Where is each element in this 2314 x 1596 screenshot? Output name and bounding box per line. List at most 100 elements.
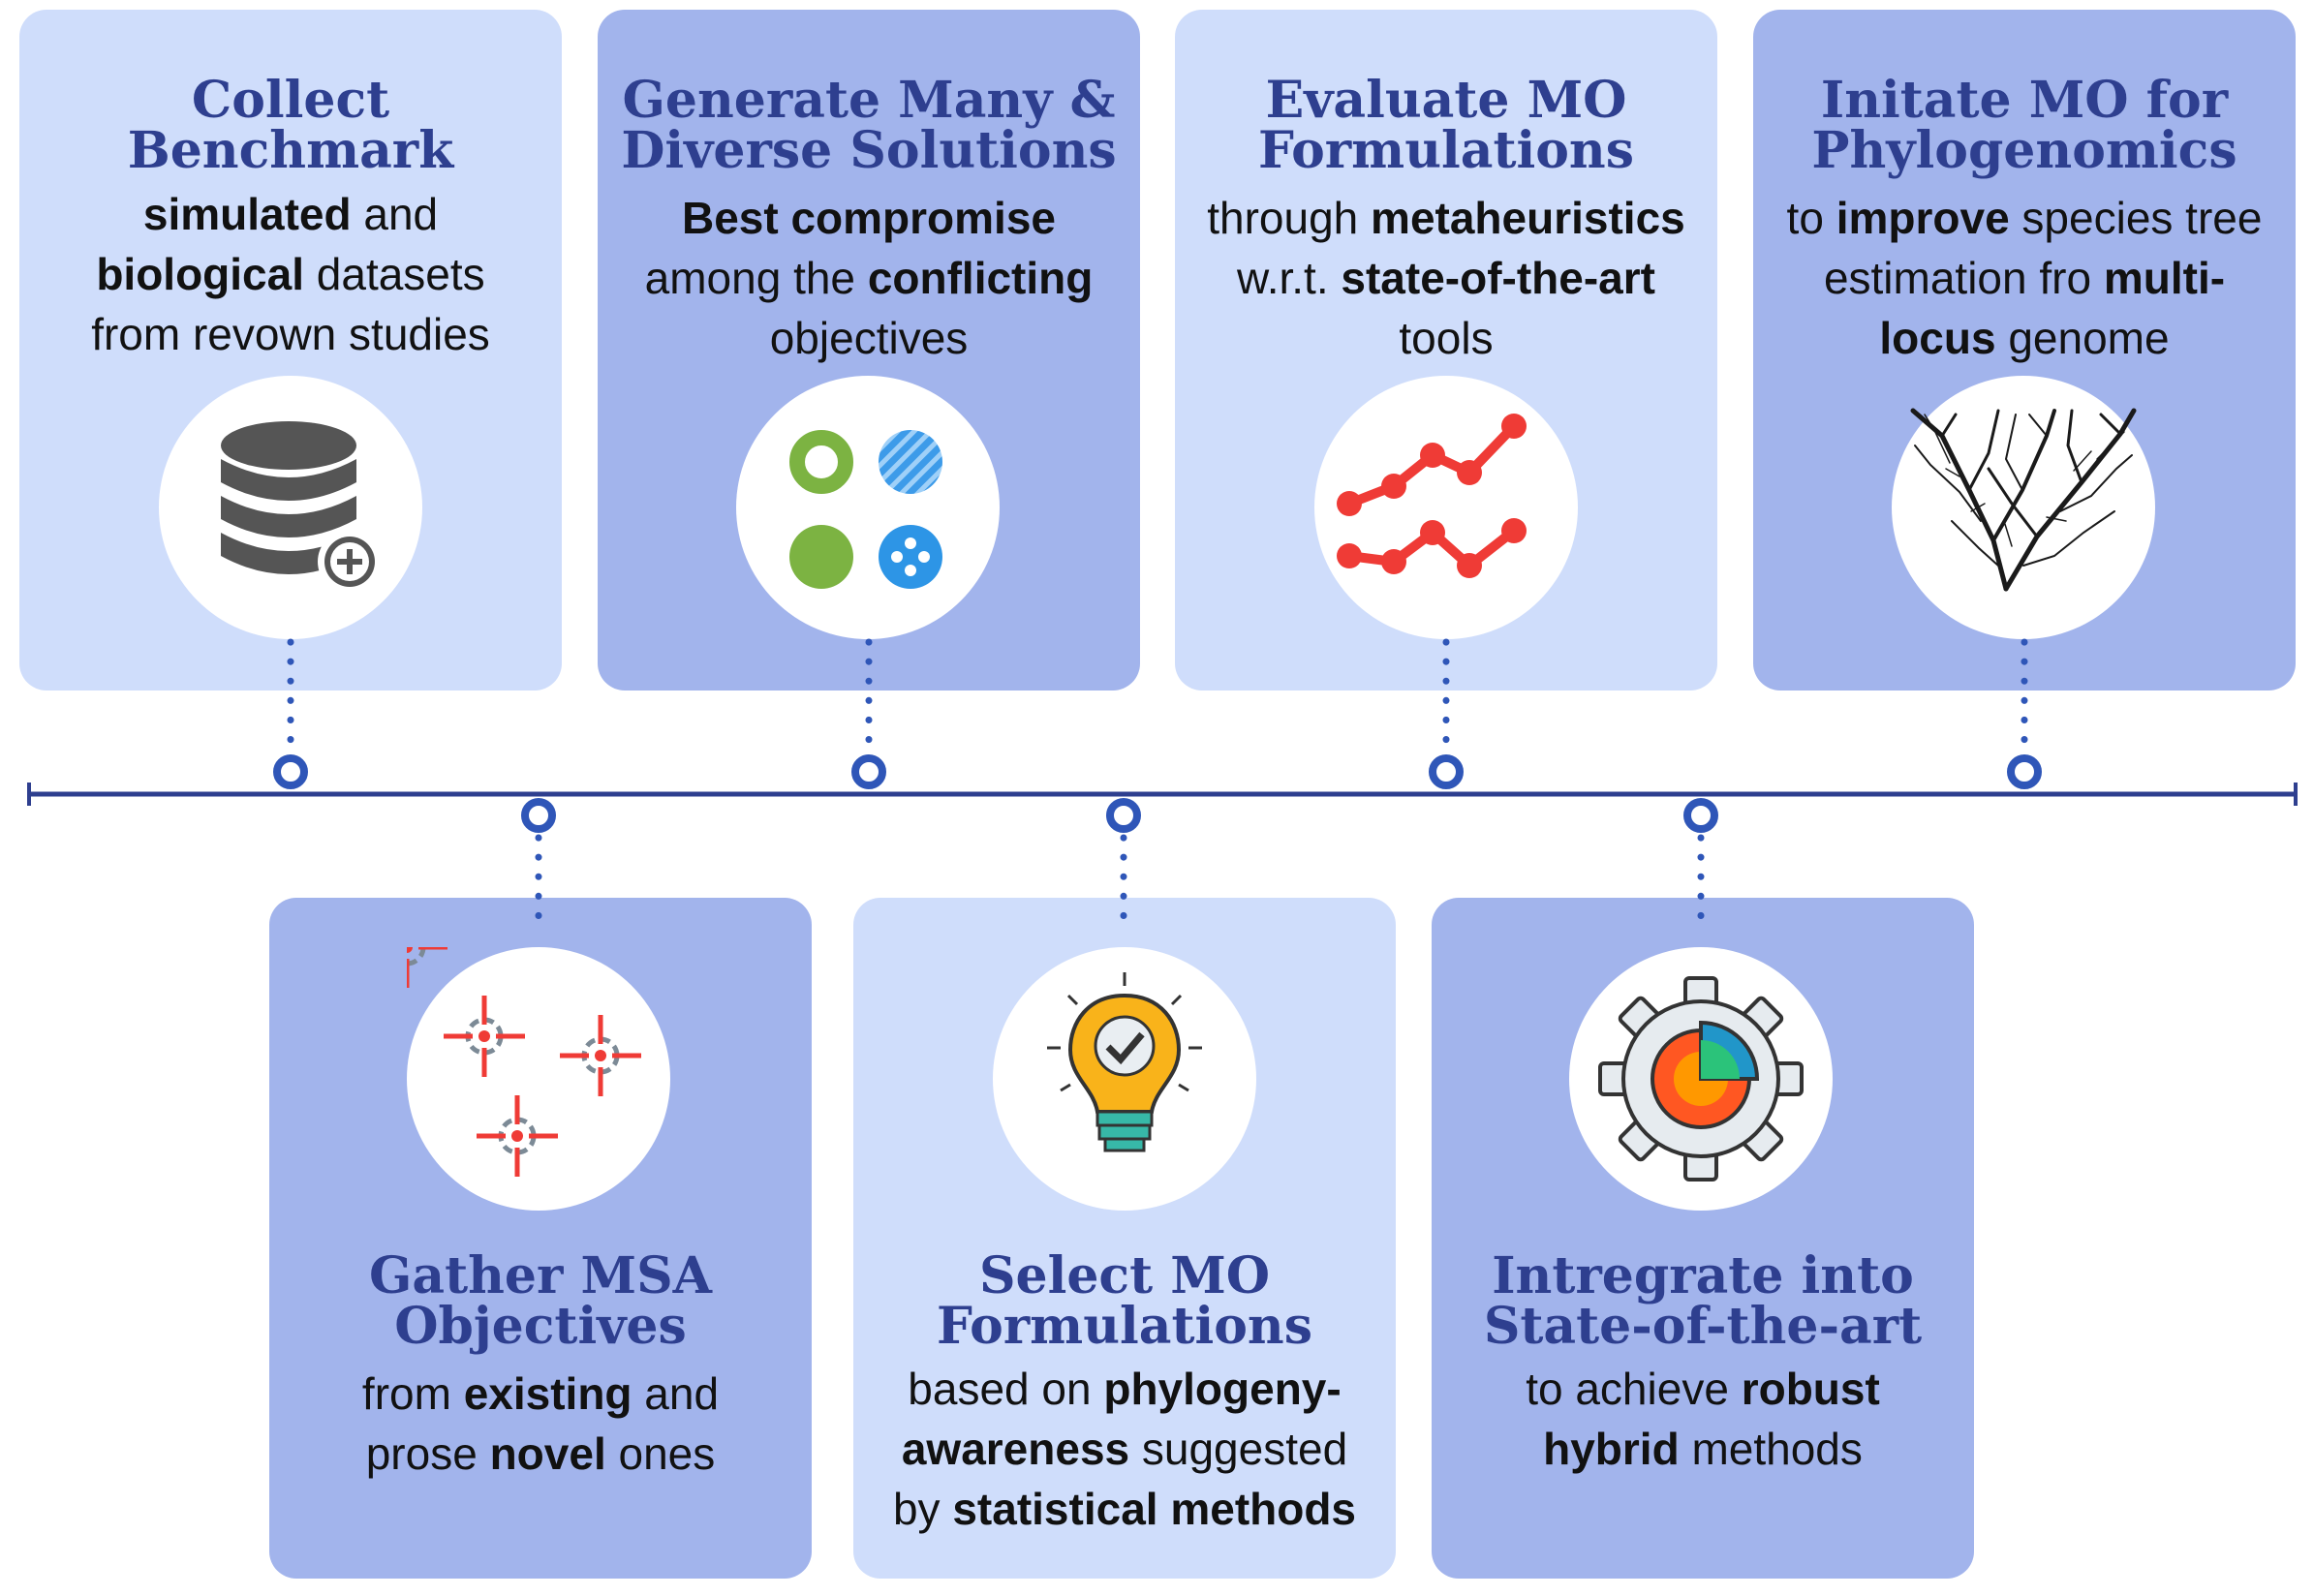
emphasis-text: improve [1836, 193, 2010, 243]
description-text: suggested [1129, 1424, 1348, 1474]
step-title-line: Initate MO for [1820, 71, 2229, 130]
step-title-line: Evaluate MO [1265, 71, 1627, 130]
diverse-circles-icon [789, 430, 942, 589]
description-line: from existing and [279, 1364, 802, 1424]
emphasis-text: phylogeny- [1103, 1364, 1342, 1414]
emphasis-text: statistical methods [952, 1484, 1357, 1534]
step-title: Select MO Formulations [853, 1251, 1396, 1352]
description-line: prose novel ones [279, 1424, 802, 1484]
step-title: Gather MSA Objectives [269, 1251, 812, 1352]
step-title-line: Benchmark [127, 121, 454, 180]
step-description: to improve species tree estimation fro mu… [1763, 188, 2286, 368]
icon-circle [736, 376, 1000, 639]
description-line: w.r.t. state-of-the-art [1185, 248, 1708, 308]
emphasis-text: awareness [901, 1424, 1130, 1474]
description-line: among the conflicting [607, 248, 1130, 308]
description-text: to [1786, 193, 1836, 243]
timeline-marker [1683, 798, 1718, 833]
description-text: from [361, 1368, 464, 1419]
step-title-line: Formulations [1258, 121, 1634, 180]
step-card-select-formulations: Select MO Formulations based on phylogen… [853, 898, 1396, 1579]
description-line: locus genome [1763, 308, 2286, 368]
step-card-integrate: Intregrate into State-of-the-art to achi… [1432, 898, 1974, 1579]
line-chart-icon [1337, 414, 1527, 578]
gear-pie-chart-icon [1598, 976, 1804, 1182]
description-line: simulated and [29, 184, 552, 244]
description-line: to achieve robust [1441, 1359, 1964, 1419]
step-title-line: Formulations [937, 1297, 1312, 1356]
step-title: Collect Benchmark [19, 76, 562, 176]
description-text: estimation fro [1823, 253, 2104, 303]
description-text: tools [1399, 313, 1494, 363]
timeline-marker [851, 754, 886, 789]
timeline-marker [2007, 754, 2042, 789]
crosshair-targets-icon [407, 947, 670, 1211]
description-text: based on [908, 1364, 1104, 1414]
step-title-line: State-of-the-art [1483, 1297, 1923, 1356]
description-text: prose [365, 1428, 490, 1479]
timeline-marker [273, 754, 308, 789]
description-text: among the [644, 253, 868, 303]
description-text: to achieve [1526, 1364, 1742, 1414]
lightbulb-check-icon [1047, 972, 1202, 1152]
emphasis-text: biological [96, 249, 304, 299]
step-card-evaluate-formulations: Evaluate MO Formulations through metaheu… [1175, 10, 1717, 691]
step-title-line: Select MO [978, 1246, 1271, 1305]
step-title: Generate Many & Diverse Solutions [598, 76, 1140, 176]
description-text: by [892, 1484, 953, 1534]
description-text: through [1207, 193, 1372, 243]
step-title-line: Collect [191, 71, 390, 130]
icon-circle [1569, 947, 1833, 1211]
description-text: and [351, 189, 439, 239]
icon-circle [159, 376, 422, 639]
step-card-collect-benchmark: Collect Benchmark simulated and biologica… [19, 10, 562, 691]
icon-circle [407, 947, 670, 1211]
description-text: w.r.t. [1237, 253, 1342, 303]
emphasis-text: metaheuristics [1371, 193, 1685, 243]
icon-circle [1314, 376, 1578, 639]
step-title-line: Diverse Solutions [621, 121, 1117, 180]
emphasis-text: robust [1741, 1364, 1880, 1414]
emphasis-text: simulated [142, 189, 352, 239]
description-line: by statistical methods [863, 1479, 1386, 1539]
emphasis-text: state-of-the-art [1341, 253, 1655, 303]
description-text: from revown studies [91, 309, 490, 359]
description-line: estimation fro multi- [1763, 248, 2286, 308]
description-line: awareness suggested [863, 1419, 1386, 1479]
description-line: based on phylogeny- [863, 1359, 1386, 1419]
description-line: hybrid methods [1441, 1419, 1964, 1479]
description-text: and [632, 1368, 720, 1419]
step-title: Intregrate into State-of-the-art [1432, 1251, 1974, 1352]
description-line: from revown studies [29, 304, 552, 364]
description-line: biological datasets [29, 244, 552, 304]
emphasis-text: existing [463, 1368, 632, 1419]
step-description: based on phylogeny-awareness suggested by… [863, 1359, 1386, 1539]
step-description: simulated and biological datasets from rev… [29, 184, 552, 364]
icon-circle [1892, 376, 2155, 639]
description-text: datasets [304, 249, 485, 299]
icon-circle [993, 947, 1256, 1211]
step-description: to achieve robust hybrid methods [1441, 1359, 1964, 1479]
timeline-marker [1429, 754, 1464, 789]
emphasis-text: multi- [2103, 253, 2226, 303]
description-text: species tree [2009, 193, 2263, 243]
database-plus-icon [221, 421, 382, 594]
timeline-marker [1106, 798, 1141, 833]
step-title-line: Objectives [394, 1297, 687, 1356]
description-text: ones [605, 1428, 716, 1479]
description-line: tools [1185, 308, 1708, 368]
emphasis-text: conflicting [867, 253, 1094, 303]
step-card-generate-solutions: Generate Many & Diverse Solutions Best c… [598, 10, 1140, 691]
description-text: objectives [769, 313, 969, 363]
timeline-marker [521, 798, 556, 833]
description-line: objectives [607, 308, 1130, 368]
emphasis-text: hybrid [1543, 1424, 1680, 1474]
step-card-gather-objectives: Gather MSA Objectives from existing and p… [269, 898, 812, 1579]
description-text: genome [1995, 313, 2170, 363]
description-line: to improve species tree [1763, 188, 2286, 248]
description-line: Best compromise [607, 188, 1130, 248]
step-title-line: Generate Many & [622, 71, 1116, 130]
step-title-line: Intregrate into [1492, 1246, 1914, 1305]
emphasis-text: Best compromise [681, 193, 1056, 243]
